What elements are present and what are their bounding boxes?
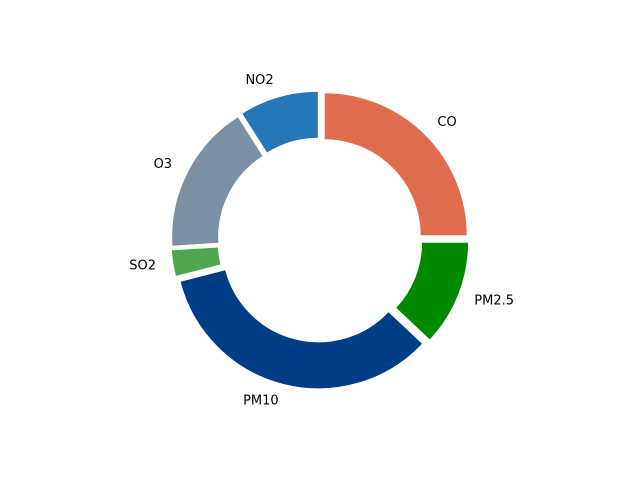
slice-co xyxy=(323,92,468,237)
slice-label-so2: SO2 xyxy=(129,259,156,274)
slices-group xyxy=(170,90,470,390)
slice-label-no2: NO2 xyxy=(245,73,273,88)
slice-pm10 xyxy=(179,269,424,390)
slice-pm25 xyxy=(394,241,470,341)
labels-group: CO PM2.5 PM10 SO2 O3 NO2 xyxy=(129,73,514,408)
slice-o3 xyxy=(171,115,264,247)
slice-label-pm25: PM2.5 xyxy=(474,294,514,309)
slice-label-pm10: PM10 xyxy=(243,393,279,408)
slice-no2 xyxy=(241,90,319,154)
slice-label-co: CO xyxy=(437,115,456,130)
slice-label-o3: O3 xyxy=(154,157,173,172)
slice-so2 xyxy=(170,246,222,278)
